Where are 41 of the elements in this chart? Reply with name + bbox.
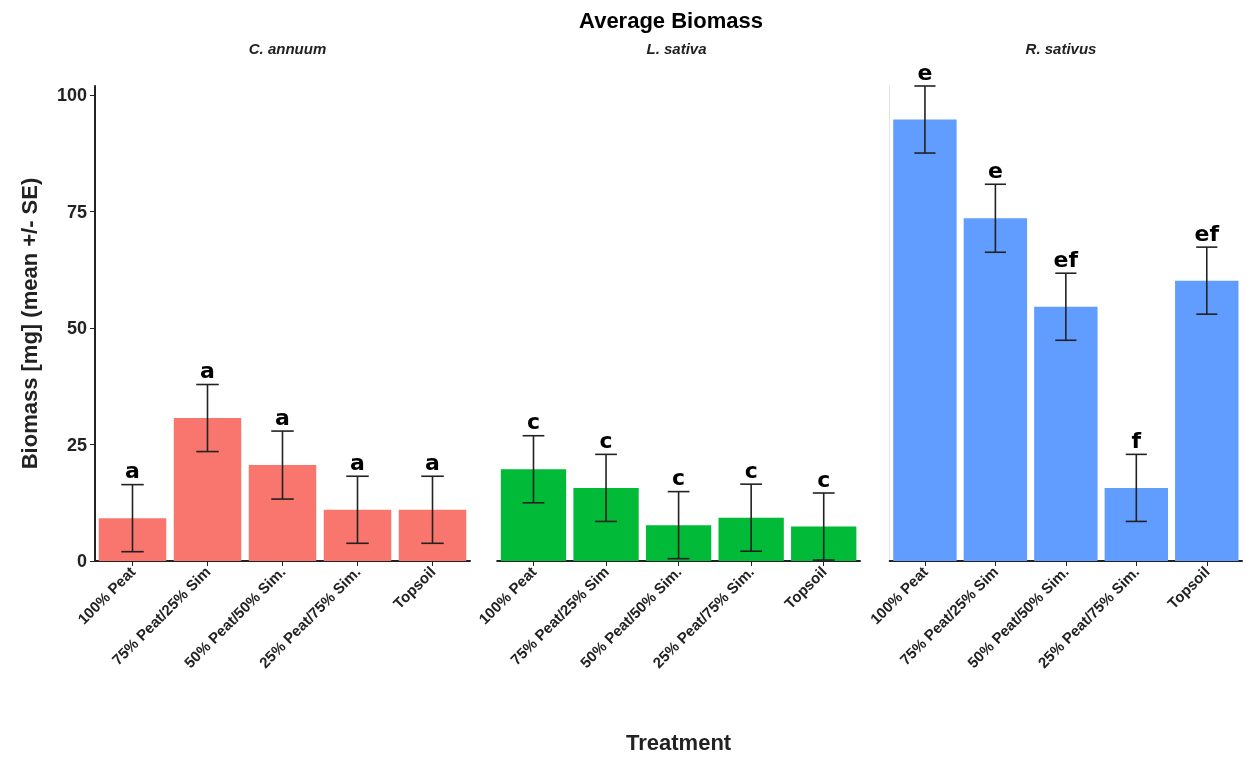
- bar: [893, 119, 957, 561]
- annotation: a: [350, 449, 365, 475]
- bar: [323, 509, 392, 561]
- annotation: a: [125, 458, 140, 484]
- annotation: a: [200, 358, 215, 383]
- annotation: ef: [1053, 246, 1079, 272]
- bar: [718, 517, 784, 561]
- annotation: ef: [1194, 220, 1220, 246]
- bar: [1104, 487, 1169, 561]
- annotation: c: [744, 457, 758, 483]
- chart-subtitle: C. annuum: [248, 40, 327, 57]
- bar: [963, 218, 1028, 561]
- annotation: c: [672, 465, 686, 491]
- bar: [500, 469, 567, 561]
- y-tick-label: 100: [56, 85, 87, 106]
- bar: [173, 418, 242, 561]
- annotation: a: [275, 404, 290, 430]
- y-tick-label: 75: [66, 201, 87, 222]
- bar: [398, 509, 467, 561]
- chart-subtitle: L. sativa: [646, 40, 707, 57]
- annotation: f: [1131, 427, 1142, 453]
- annotation: c: [526, 409, 541, 435]
- bar: [248, 465, 317, 561]
- bar: [1175, 280, 1239, 561]
- y-tick-label: 0: [76, 551, 87, 571]
- chart-subtitle: R. sativus: [1025, 40, 1097, 57]
- y-tick-label: 50: [66, 318, 87, 339]
- y-axis-title: Biomass [mg] (mean +/- SE): [16, 177, 42, 470]
- y-tick-label: 25: [66, 434, 87, 455]
- bar: [573, 487, 639, 561]
- bar: [1034, 306, 1098, 561]
- annotation: e: [917, 59, 933, 85]
- annotation: a: [425, 449, 440, 475]
- annotation: c: [817, 466, 831, 492]
- annotation: e: [987, 157, 1003, 183]
- bar: [645, 525, 712, 561]
- bar: [791, 526, 857, 561]
- chart-title: Average Biomass: [578, 8, 764, 34]
- x-axis-title: Treatment: [626, 729, 732, 755]
- annotation: c: [599, 427, 613, 453]
- bar: [98, 518, 167, 561]
